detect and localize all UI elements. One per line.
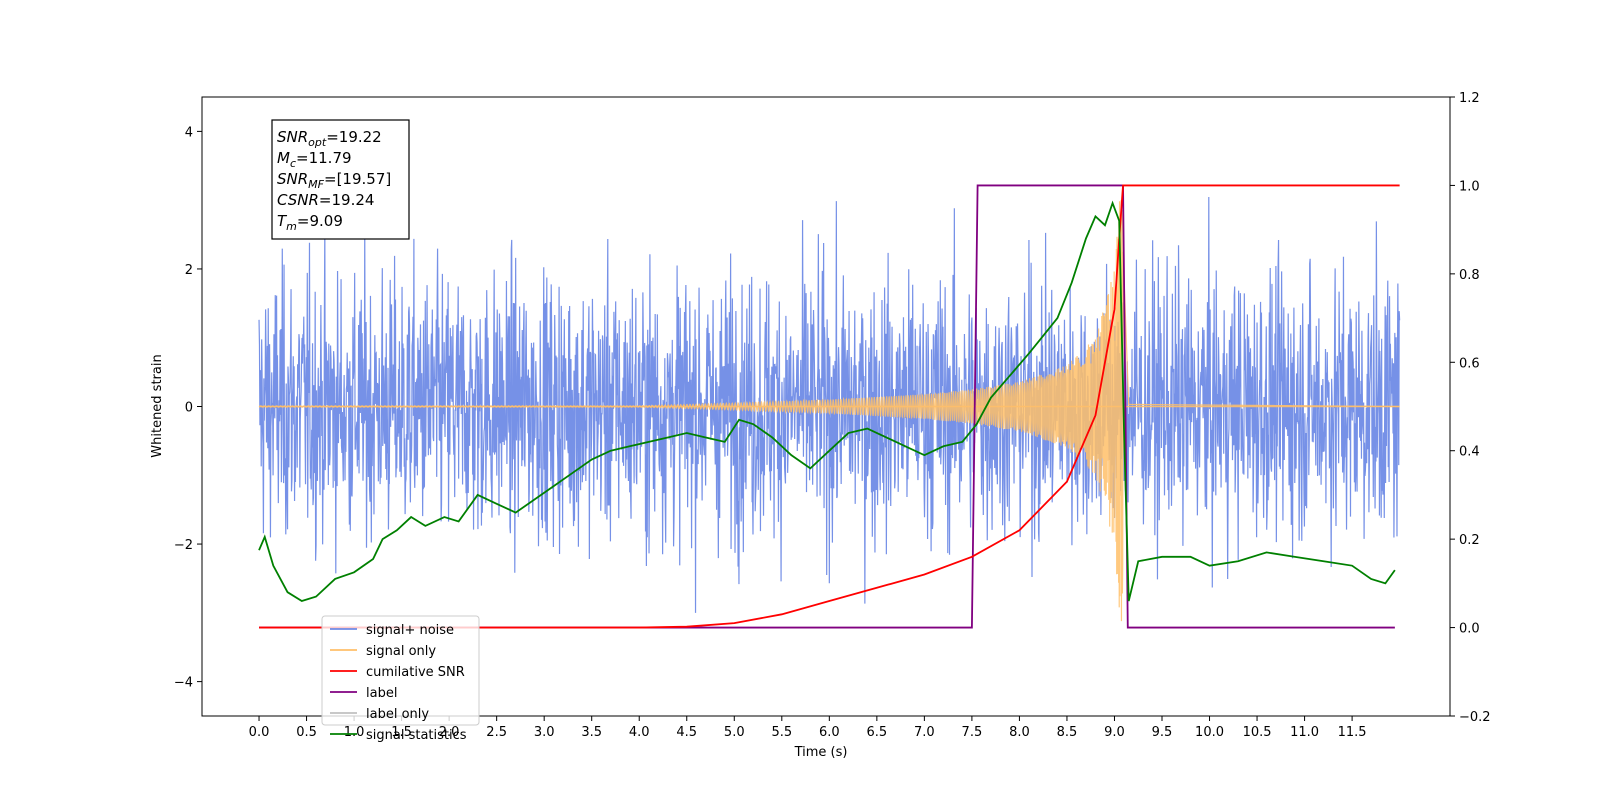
cumilative-snr-line (259, 184, 1400, 629)
legend-label: signal+ noise (366, 623, 454, 638)
y2-tick-label: 0.6 (1459, 356, 1480, 371)
x-tick-label: 2.0 (439, 725, 460, 740)
y-axis-right: −0.2 0.0 0.2 0.4 0.6 0.8 1.0 1.2 (1450, 91, 1491, 725)
signal-plus-noise-line (258, 197, 1401, 613)
info-line: Tm=9.09 (277, 212, 343, 233)
y2-tick-label: 0.8 (1459, 268, 1480, 283)
info-var: CSNR (277, 191, 319, 209)
legend-label: signal only (366, 644, 436, 659)
x-tick-label: 7.5 (962, 725, 983, 740)
x-tick-label: 1.0 (344, 725, 365, 740)
signal-statistics-line (258, 200, 1396, 603)
x-tick-label: 6.0 (819, 725, 840, 740)
x-tick-label: 5.0 (724, 725, 745, 740)
x-tick-label: 8.5 (1057, 725, 1078, 740)
info-value: =[19.57] (324, 170, 391, 188)
x-tick-label: 4.5 (676, 725, 697, 740)
legend-label: label only (366, 707, 429, 722)
x-tick-label: 2.5 (486, 725, 507, 740)
info-line: CSNR=19.24 (277, 191, 374, 209)
info-var: SNR (277, 128, 308, 146)
y2-tick-label: 0.0 (1459, 622, 1480, 637)
snr-info-box: SNRopt=19.22Mc=11.79SNRMF=[19.57]CSNR=19… (271, 119, 410, 240)
x-tick-label: 3.0 (534, 725, 555, 740)
info-sub: m (286, 220, 297, 233)
x-tick-label: 11.5 (1338, 725, 1367, 740)
y-tick-label: −2 (174, 538, 193, 553)
legend-label: signal statistics (366, 728, 467, 743)
info-sub: c (290, 157, 296, 170)
y-axis-left: −4 −2 0 2 4 (174, 125, 202, 691)
info-var: SNR (277, 170, 308, 188)
y-axis-label: Whitened strain (150, 354, 165, 457)
signal-only-series (258, 200, 1400, 622)
x-tick-label: 7.0 (914, 725, 935, 740)
signal-plus-noise-series (258, 197, 1401, 613)
legend-label: label (366, 686, 397, 701)
x-tick-label: 1.5 (391, 725, 412, 740)
info-value: =19.22 (326, 128, 382, 146)
y2-tick-label: 1.2 (1459, 91, 1480, 106)
legend: signal+ noise signal only cumilative SNR la… (321, 615, 480, 743)
x-tick-label: 5.5 (771, 725, 792, 740)
y-tick-label: 4 (185, 125, 193, 140)
x-axis-label: Time (s) (794, 745, 848, 760)
x-tick-label: 4.0 (629, 725, 650, 740)
info-line: Mc=11.79 (277, 149, 352, 170)
x-tick-label: 10.0 (1195, 725, 1224, 740)
y2-tick-label: 0.2 (1459, 533, 1480, 548)
right-axis-series-group (258, 184, 1400, 629)
info-var: M (277, 149, 290, 167)
y2-tick-label: 1.0 (1459, 179, 1480, 194)
y-tick-label: −4 (174, 676, 193, 691)
info-value: =11.79 (296, 149, 352, 167)
x-tick-label: 0.0 (249, 725, 270, 740)
x-tick-label: 6.5 (867, 725, 888, 740)
y2-tick-label: −0.2 (1459, 710, 1491, 725)
x-tick-label: 10.5 (1243, 725, 1272, 740)
y-tick-label: 2 (185, 263, 193, 278)
info-box-frame (271, 119, 410, 240)
info-sub: MF (308, 178, 324, 191)
info-line: SNRopt=19.22 (277, 128, 382, 149)
x-tick-label: 0.5 (296, 725, 317, 740)
x-tick-label: 11.0 (1290, 725, 1319, 740)
label-line (259, 184, 1395, 629)
legend-frame (321, 615, 480, 726)
info-var: T (277, 212, 288, 230)
x-tick-label: 8.0 (1009, 725, 1030, 740)
info-value: =9.09 (297, 212, 343, 230)
y2-tick-label: 0.4 (1459, 445, 1480, 460)
x-tick-label: 9.5 (1152, 725, 1173, 740)
info-sub: opt (308, 136, 327, 149)
y-tick-label: 0 (185, 401, 193, 416)
x-axis: 0.0 0.5 1.0 1.5 2.0 2.5 3.0 3.5 4.0 4.5 5.0 5.5 6.0 6… (249, 716, 1367, 740)
legend-label: cumilative SNR (366, 665, 465, 680)
info-value: =19.24 (319, 191, 375, 209)
x-tick-label: 9.0 (1104, 725, 1125, 740)
info-line: SNRMF=[19.57] (277, 170, 391, 191)
x-tick-label: 3.5 (581, 725, 602, 740)
